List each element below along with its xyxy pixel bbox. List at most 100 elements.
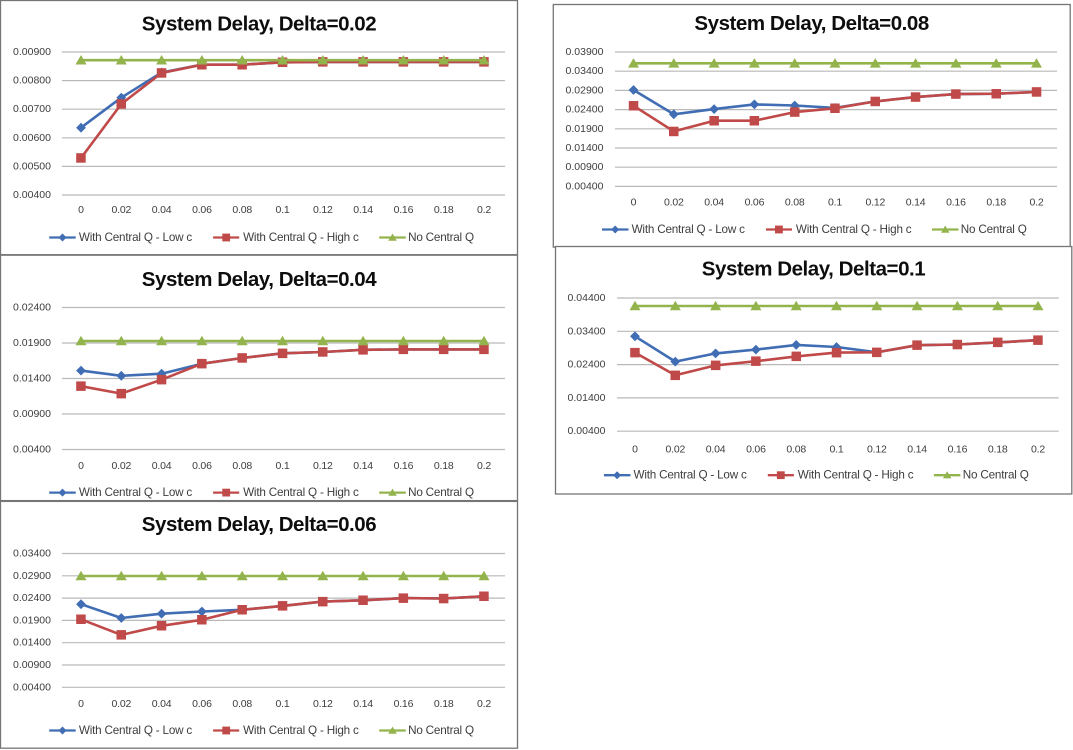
svg-text:0.04: 0.04 <box>152 204 172 216</box>
svg-text:0.1: 0.1 <box>830 444 844 456</box>
svg-text:0.12: 0.12 <box>313 204 333 216</box>
svg-text:System Delay, Delta=0.02: System Delay, Delta=0.02 <box>142 13 376 36</box>
svg-text:0: 0 <box>78 698 84 710</box>
svg-text:With Central Q - Low c: With Central Q - Low c <box>632 223 746 236</box>
svg-text:0.02400: 0.02400 <box>13 592 51 604</box>
svg-text:With Central Q - High c: With Central Q - High c <box>796 223 912 236</box>
svg-text:0.01400: 0.01400 <box>566 142 604 154</box>
svg-text:0.18: 0.18 <box>986 196 1006 208</box>
svg-text:0.18: 0.18 <box>434 698 454 710</box>
svg-text:0.00900: 0.00900 <box>13 659 51 671</box>
svg-text:With Central Q - Low c: With Central Q - Low c <box>634 469 748 482</box>
svg-text:0.06: 0.06 <box>192 204 212 216</box>
svg-text:0.03900: 0.03900 <box>566 46 604 58</box>
svg-text:0.00400: 0.00400 <box>568 425 606 437</box>
svg-text:0.16: 0.16 <box>394 698 414 710</box>
svg-text:0.00700: 0.00700 <box>13 103 51 115</box>
svg-text:0.02400: 0.02400 <box>568 359 606 371</box>
svg-text:0.01400: 0.01400 <box>13 373 51 385</box>
svg-text:System Delay, Delta=0.08: System Delay, Delta=0.08 <box>694 12 928 35</box>
svg-text:0.08: 0.08 <box>232 698 252 710</box>
svg-text:0.00900: 0.00900 <box>13 408 51 420</box>
svg-text:0.02900: 0.02900 <box>566 84 604 96</box>
svg-text:0.01400: 0.01400 <box>568 392 606 404</box>
svg-text:0: 0 <box>632 444 638 456</box>
svg-text:0.14: 0.14 <box>353 204 373 216</box>
svg-text:0: 0 <box>78 460 84 472</box>
svg-text:0.14: 0.14 <box>907 444 927 456</box>
svg-text:0.04: 0.04 <box>152 460 172 472</box>
svg-text:0.00400: 0.00400 <box>566 180 604 192</box>
svg-text:0.00600: 0.00600 <box>13 132 51 144</box>
svg-text:0.00400: 0.00400 <box>13 681 51 693</box>
svg-text:0.18: 0.18 <box>988 444 1008 456</box>
svg-text:0.06: 0.06 <box>192 698 212 710</box>
svg-text:0.16: 0.16 <box>394 460 414 472</box>
svg-text:0.06: 0.06 <box>746 444 766 456</box>
svg-text:0.16: 0.16 <box>394 204 414 216</box>
svg-text:With Central Q - Low c: With Central Q - Low c <box>79 231 193 244</box>
svg-text:0.08: 0.08 <box>785 196 805 208</box>
svg-text:0.1: 0.1 <box>276 460 290 472</box>
svg-text:0: 0 <box>78 204 84 216</box>
svg-text:With Central Q - Low c: With Central Q - Low c <box>79 724 193 737</box>
svg-text:0.2: 0.2 <box>1030 196 1044 208</box>
svg-text:0.06: 0.06 <box>192 460 212 472</box>
svg-text:0.1: 0.1 <box>276 204 290 216</box>
svg-text:With Central Q - High c: With Central Q - High c <box>243 486 359 499</box>
svg-text:0.08: 0.08 <box>232 204 252 216</box>
svg-text:0.00500: 0.00500 <box>13 160 51 172</box>
svg-text:0.04: 0.04 <box>706 444 726 456</box>
svg-text:0.16: 0.16 <box>946 196 966 208</box>
svg-text:With Central Q - High c: With Central Q - High c <box>243 724 359 737</box>
svg-text:0.18: 0.18 <box>434 204 454 216</box>
svg-text:0.08: 0.08 <box>786 444 806 456</box>
svg-text:0.1: 0.1 <box>276 698 290 710</box>
svg-text:0.02400: 0.02400 <box>13 302 51 314</box>
svg-text:0.00900: 0.00900 <box>566 161 604 173</box>
svg-text:0.12: 0.12 <box>867 444 887 456</box>
svg-text:0.2: 0.2 <box>477 204 491 216</box>
svg-text:0.02: 0.02 <box>665 444 685 456</box>
svg-text:0: 0 <box>631 196 637 208</box>
svg-text:System Delay, Delta=0.1: System Delay, Delta=0.1 <box>702 258 925 281</box>
svg-text:0.14: 0.14 <box>353 460 373 472</box>
svg-text:0.02400: 0.02400 <box>566 104 604 116</box>
svg-text:With Central Q - High c: With Central Q - High c <box>243 231 359 244</box>
svg-text:0.2: 0.2 <box>477 698 491 710</box>
svg-text:No Central Q: No Central Q <box>408 724 474 737</box>
svg-text:0.03400: 0.03400 <box>13 548 51 560</box>
svg-text:0.00900: 0.00900 <box>13 46 51 58</box>
svg-text:0.01400: 0.01400 <box>13 637 51 649</box>
svg-text:0.04: 0.04 <box>152 698 172 710</box>
svg-text:0.14: 0.14 <box>353 698 373 710</box>
svg-text:No Central Q: No Central Q <box>408 231 474 244</box>
svg-text:0.03400: 0.03400 <box>566 65 604 77</box>
svg-text:0.00400: 0.00400 <box>13 444 51 456</box>
svg-text:0.18: 0.18 <box>434 460 454 472</box>
svg-text:0.2: 0.2 <box>1031 444 1045 456</box>
svg-text:With Central Q - Low c: With Central Q - Low c <box>79 486 193 499</box>
svg-text:0.14: 0.14 <box>906 196 926 208</box>
svg-text:With Central Q - High c: With Central Q - High c <box>798 469 914 482</box>
svg-text:0.04400: 0.04400 <box>568 292 606 304</box>
svg-text:0.02: 0.02 <box>111 460 131 472</box>
svg-text:No Central Q: No Central Q <box>408 486 474 499</box>
svg-text:System Delay, Delta=0.04: System Delay, Delta=0.04 <box>142 268 377 291</box>
svg-text:0.16: 0.16 <box>948 444 968 456</box>
svg-text:0.00800: 0.00800 <box>13 75 51 87</box>
svg-text:0.12: 0.12 <box>313 698 333 710</box>
svg-text:0.02: 0.02 <box>664 196 684 208</box>
svg-text:System Delay, Delta=0.06: System Delay, Delta=0.06 <box>142 513 376 536</box>
svg-text:0.06: 0.06 <box>745 196 765 208</box>
svg-text:0.02: 0.02 <box>111 204 131 216</box>
svg-text:0.02900: 0.02900 <box>13 570 51 582</box>
svg-text:0.12: 0.12 <box>865 196 885 208</box>
svg-text:No Central Q: No Central Q <box>963 469 1029 482</box>
svg-text:0.01900: 0.01900 <box>13 614 51 626</box>
svg-text:0.00400: 0.00400 <box>13 189 51 201</box>
svg-text:0.01900: 0.01900 <box>566 123 604 135</box>
svg-text:No Central Q: No Central Q <box>961 223 1027 236</box>
svg-text:0.2: 0.2 <box>477 460 491 472</box>
svg-text:0.08: 0.08 <box>232 460 252 472</box>
